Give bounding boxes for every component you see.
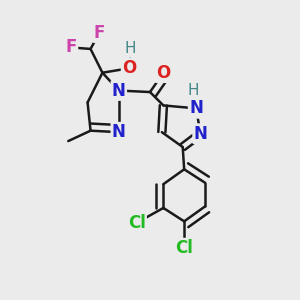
Text: Cl: Cl (128, 214, 146, 232)
Text: O: O (156, 64, 170, 82)
Text: N: N (194, 125, 208, 143)
Text: H: H (187, 83, 199, 98)
Text: Cl: Cl (175, 239, 193, 257)
Text: N: N (112, 82, 126, 100)
Text: N: N (112, 123, 126, 141)
Text: O: O (122, 59, 136, 77)
Text: F: F (65, 38, 77, 56)
Text: F: F (94, 24, 105, 42)
Text: H: H (125, 41, 136, 56)
Text: N: N (189, 99, 203, 117)
